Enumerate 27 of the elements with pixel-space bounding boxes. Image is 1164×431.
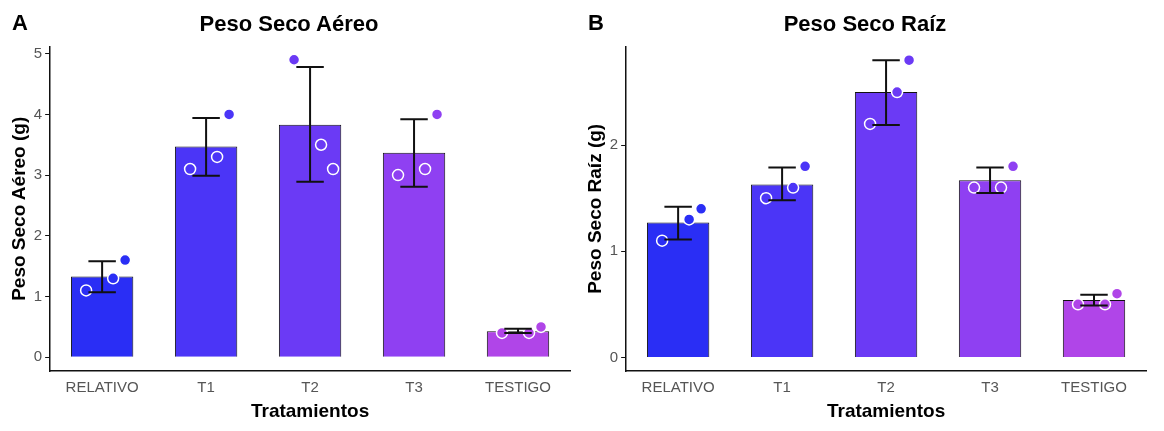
x-tick-label: TESTIGO xyxy=(485,378,551,396)
y-tick-label: 3 xyxy=(33,165,43,183)
x-tick-label: T1 xyxy=(197,378,215,396)
y-axis-title: Peso Seco Raíz (g) xyxy=(583,123,605,294)
chart-title: Peso Seco Raíz xyxy=(783,11,947,37)
x-tick-label: T1 xyxy=(773,378,791,396)
text: B xyxy=(588,10,604,36)
x-tick-label: TESTIGO xyxy=(1061,378,1127,396)
x-axis-title: Tratamientos xyxy=(826,399,946,421)
y-tick-label: 2 xyxy=(609,135,619,153)
x-tick-label: RELATIVO xyxy=(641,378,715,396)
text: A xyxy=(12,10,28,36)
x-axis-title: Tratamientos xyxy=(250,399,370,421)
y-tick-label: 1 xyxy=(609,241,619,259)
y-tick-label: 1 xyxy=(33,286,43,304)
x-tick-label: T3 xyxy=(405,378,423,396)
y-tick-label: 4 xyxy=(33,104,43,122)
chart-title: Peso Seco Aéreo xyxy=(199,11,379,37)
x-tick-label: RELATIVO xyxy=(65,378,139,396)
y-tick-label: 5 xyxy=(33,43,43,61)
y-tick-label: 0 xyxy=(33,347,43,365)
x-tick-label: T3 xyxy=(981,378,999,396)
y-tick-label: 2 xyxy=(33,225,43,243)
x-tick-label: T2 xyxy=(301,378,319,396)
y-axis-title: Peso Seco Aéreo (g) xyxy=(7,116,29,301)
x-tick-label: T2 xyxy=(877,378,895,396)
y-tick-label: 0 xyxy=(609,347,619,365)
